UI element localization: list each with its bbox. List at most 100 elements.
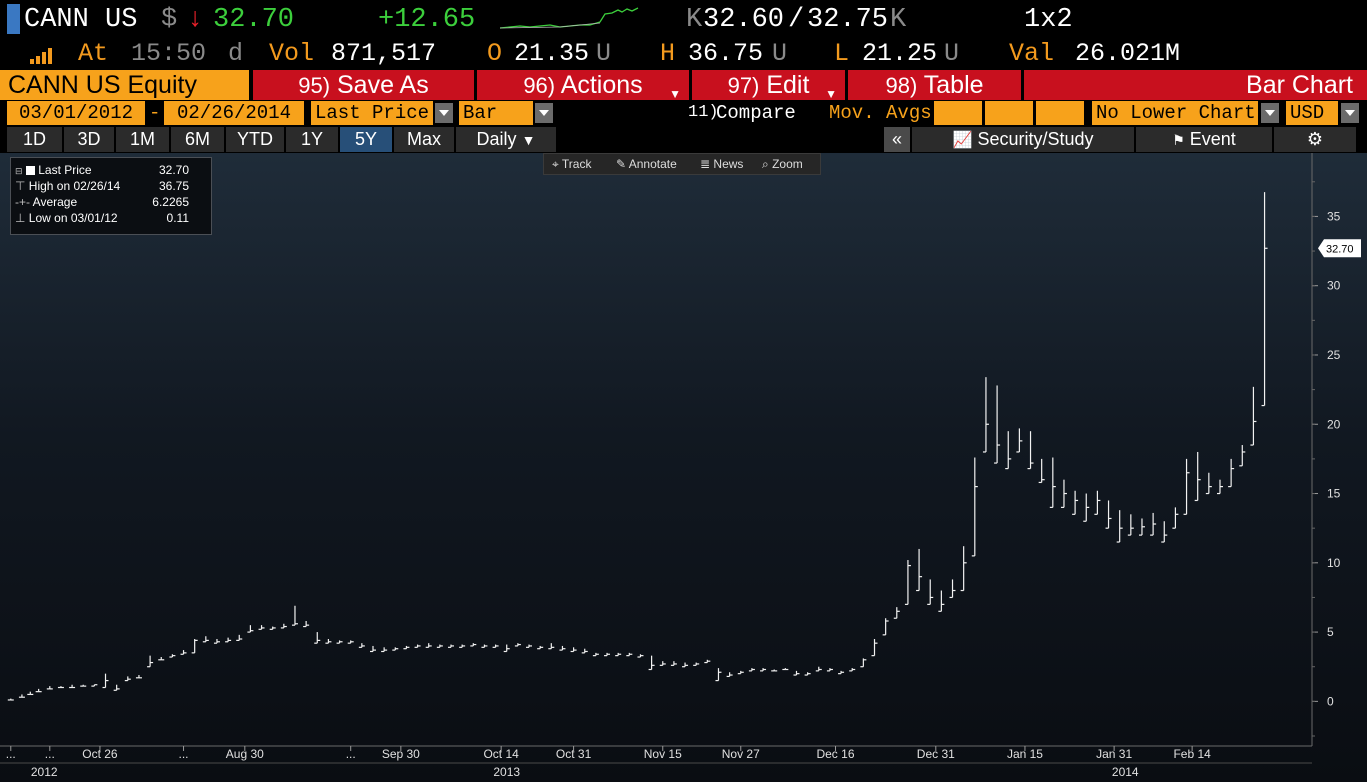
y-tick-label: 5	[1327, 625, 1334, 639]
mov-avg-field-2[interactable]	[985, 101, 1033, 125]
zoom-button[interactable]: ⌕ Zoom	[762, 154, 803, 174]
ticker[interactable]: CANN US	[24, 5, 138, 35]
x-tick-label: Nov 27	[722, 747, 760, 761]
period-3d[interactable]: 3D	[64, 127, 114, 152]
mov-avg-field-3[interactable]	[1036, 101, 1084, 125]
chart-tools-bar: ⌖ Track ✎ Annotate ≣ News ⌕ Zoom	[543, 153, 821, 175]
currency-select[interactable]: USD	[1286, 101, 1338, 125]
volume-label: Vol	[269, 39, 315, 68]
x-tick-label: ...	[45, 747, 55, 761]
frequency-select[interactable]: Daily ▼	[456, 127, 556, 152]
high-suffix: U	[772, 39, 788, 68]
high-value: 36.75	[688, 39, 764, 68]
edit-button[interactable]: 97) Edit ▼	[692, 70, 845, 101]
x-tick-label: Jan 31	[1096, 747, 1132, 761]
chart-legend[interactable]: ⊟ Last Price 32.70 ⊤ High on 02/26/14 36…	[10, 157, 212, 235]
start-date-field[interactable]: 03/01/2012	[7, 101, 145, 125]
legend-high-label: High on 02/26/14	[28, 179, 121, 193]
period-ytd[interactable]: YTD	[226, 127, 284, 152]
chevron-down-icon: ▼	[669, 87, 681, 101]
style-select[interactable]: Bar	[459, 101, 533, 125]
period-1m[interactable]: 1M	[116, 127, 169, 152]
collapse-button[interactable]: «	[884, 127, 910, 152]
security-field[interactable]: CANN US Equity	[0, 70, 249, 100]
legend-average-value: 6.2265	[152, 195, 189, 209]
quote-header: CANN US $ ↓ 32.70 +12.65 K 32.60 / 32.75…	[0, 0, 1367, 38]
style-dropdown-icon[interactable]	[535, 103, 553, 123]
legend-average-row: -+- Average	[15, 195, 78, 209]
trend-icon: 📈	[952, 132, 973, 149]
pencil-icon: ✎	[616, 157, 627, 171]
x-tick-label: Oct 26	[82, 747, 118, 761]
chevron-down-icon: ▼	[521, 132, 536, 148]
compare-button[interactable]: Compare	[716, 102, 796, 124]
sparkline-icon	[500, 7, 639, 29]
lower-chart-dropdown-icon[interactable]	[1261, 103, 1279, 123]
mov-avgs-label[interactable]: Mov. Avgs	[829, 102, 932, 124]
event-button[interactable]: ⚑ Event	[1136, 127, 1272, 152]
low-suffix: U	[944, 39, 960, 68]
y-tick-label: 20	[1327, 417, 1341, 431]
period-1d[interactable]: 1D	[7, 127, 62, 152]
bid-prefix: K	[686, 5, 703, 35]
lower-chart-select[interactable]: No Lower Chart	[1092, 101, 1258, 125]
save-as-button[interactable]: 95) Save As	[253, 70, 474, 100]
table-button[interactable]: 98) Table	[848, 70, 1021, 100]
year-label: 2013	[493, 765, 520, 779]
period-row: 1D 3D 1M 6M YTD 1Y 5Y Max Daily ▼ « 📈 Se…	[0, 127, 1367, 153]
signal-bars-icon	[30, 48, 52, 64]
annotate-label: Annotate	[628, 157, 677, 171]
news-label: News	[713, 157, 744, 171]
settings-button[interactable]: ⚙	[1274, 127, 1356, 152]
chevron-down-icon: ▼	[825, 87, 837, 101]
x-tick-label: Aug 30	[226, 747, 264, 761]
y-tick-label: 35	[1327, 209, 1341, 223]
period-6m[interactable]: 6M	[171, 127, 224, 152]
legend-low-value: 0.11	[166, 211, 189, 225]
price-chart[interactable]: 0 5 10 15 20 25 30 35 32.70...... Oct 26... Aug 30…	[0, 153, 1367, 782]
currency-dropdown-icon[interactable]	[1341, 103, 1359, 123]
actions-button[interactable]: 96) Actions ▼	[477, 70, 689, 101]
end-date-field[interactable]: 02/26/2014	[164, 101, 304, 125]
x-tick-label: Oct 14	[483, 747, 519, 761]
y-tick-label: 0	[1327, 694, 1334, 708]
bid-ask-separator: /	[788, 5, 805, 35]
x-tick-label: Jan 15	[1007, 747, 1043, 761]
period-1y[interactable]: 1Y	[286, 127, 338, 152]
mov-avg-field-1[interactable]	[934, 101, 982, 125]
legend-low-label: Low on 03/01/12	[28, 211, 118, 225]
quote-stats: At 15:50 d Vol 871,517 O 21.35 U H 36.75…	[0, 38, 1367, 70]
chart-panel[interactable]: 0 5 10 15 20 25 30 35 32.70...... Oct 26... Aug 30…	[0, 153, 1367, 782]
track-button[interactable]: ⌖ Track	[552, 154, 591, 174]
field-select[interactable]: Last Price	[311, 101, 433, 125]
table-number: 98)	[885, 73, 918, 98]
year-label: 2012	[31, 765, 58, 779]
y-tick-label: 30	[1327, 279, 1341, 293]
field-dropdown-icon[interactable]	[435, 103, 453, 123]
crosshair-icon: ⌖	[552, 157, 559, 171]
date-range-dash: -	[149, 102, 161, 124]
x-tick-label: ...	[6, 747, 16, 761]
legend-last-row: ⊟ Last Price	[15, 163, 92, 177]
news-button[interactable]: ≣ News	[700, 154, 743, 174]
gear-icon: ⚙	[1306, 129, 1324, 149]
magnifier-icon: ⌕	[762, 157, 769, 171]
last-price-marker-label: 32.70	[1326, 243, 1354, 255]
table-label: Table	[923, 71, 984, 99]
flag-icon: ⚑	[1172, 132, 1185, 148]
open-value: 21.35	[514, 39, 590, 68]
traded-value: 26.021M	[1075, 39, 1181, 68]
bid-price: 32.60	[703, 5, 785, 35]
x-tick-label: Sep 30	[382, 747, 420, 761]
time-suffix: d	[228, 39, 244, 68]
security-study-button[interactable]: 📈 Security/Study	[912, 127, 1134, 152]
x-tick-label: ...	[179, 747, 189, 761]
chart-type-title: Bar Chart	[1024, 70, 1367, 100]
period-max[interactable]: Max	[394, 127, 454, 152]
period-5y[interactable]: 5Y	[340, 127, 392, 152]
zoom-label: Zoom	[772, 157, 803, 171]
annotate-button[interactable]: ✎ Annotate	[616, 154, 677, 174]
value-label: Val	[1009, 39, 1055, 68]
y-tick-label: 15	[1327, 487, 1341, 501]
open-suffix: U	[596, 39, 612, 68]
